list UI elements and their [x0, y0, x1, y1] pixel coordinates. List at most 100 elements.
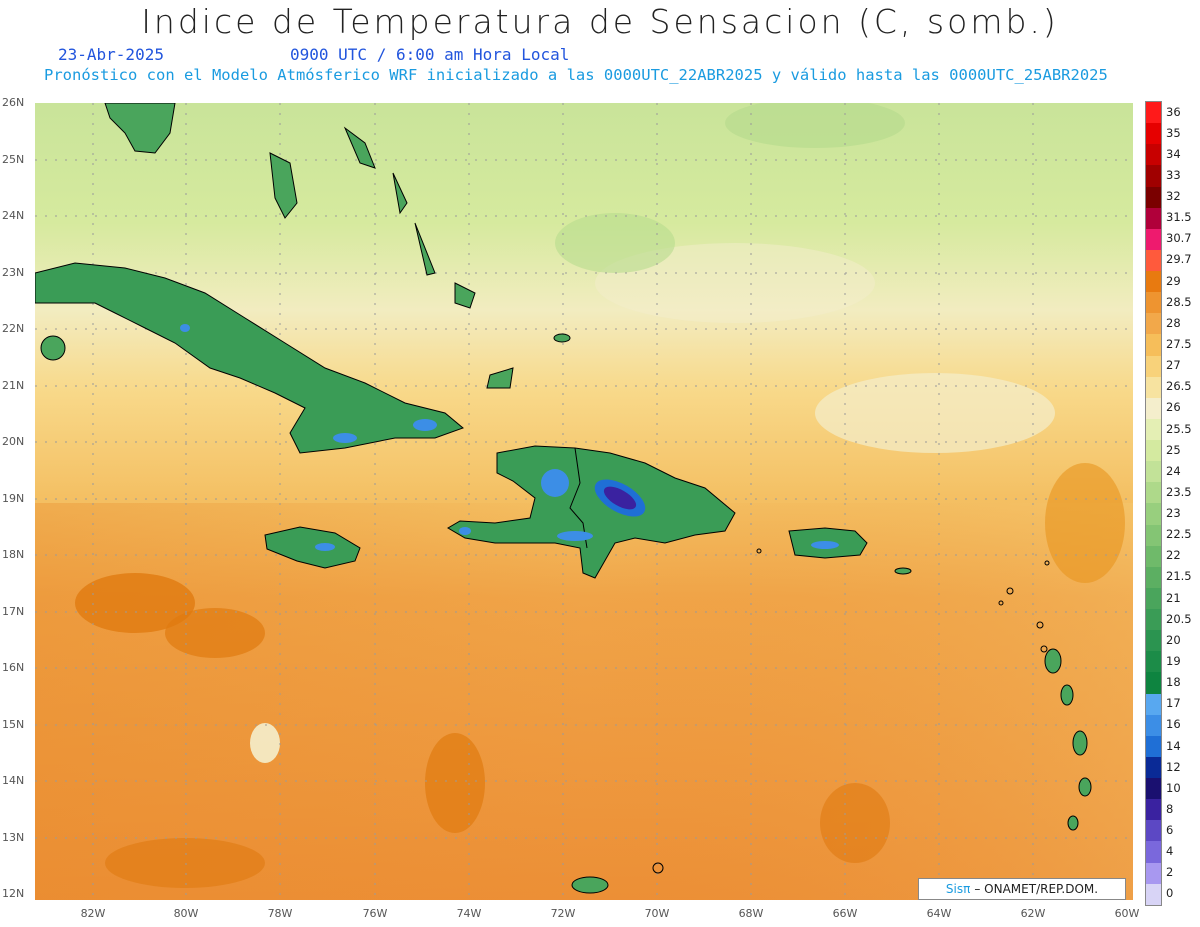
colorbar-segment — [1146, 102, 1161, 124]
colorbar-label: 29 — [1166, 273, 1181, 288]
colorbar-segment — [1146, 292, 1161, 314]
forecast-map[interactable] — [35, 103, 1133, 900]
colorbar-segment — [1146, 503, 1161, 525]
colorbar-segment — [1146, 271, 1161, 293]
lon-label: 68W — [738, 907, 764, 920]
hispaniola-landmass — [447, 445, 736, 579]
colorbar-label: 21 — [1166, 590, 1181, 605]
colorbar-label: 0 — [1166, 886, 1174, 901]
lon-label: 82W — [80, 907, 106, 920]
colorbar-segment — [1146, 799, 1161, 821]
colorbar-segment — [1146, 440, 1161, 462]
colorbar-label: 19 — [1166, 653, 1181, 668]
colorbar-segment — [1146, 672, 1161, 694]
cuba-landmass — [35, 262, 464, 454]
colorbar-segment — [1146, 482, 1161, 504]
colorbar-label: 17 — [1166, 696, 1181, 711]
lon-label: 78W — [267, 907, 293, 920]
colorbar — [1145, 101, 1162, 906]
colorbar-segment — [1146, 355, 1161, 377]
colorbar-segment — [1146, 123, 1161, 145]
colorbar-segment — [1146, 524, 1161, 546]
lat-label: 15N — [2, 718, 25, 731]
lon-label: 80W — [173, 907, 199, 920]
map-title: Indice de Temperatura de Sensacion (C, s… — [141, 2, 1059, 41]
colorbar-label: 6 — [1166, 823, 1174, 838]
lat-label: 17N — [2, 605, 25, 618]
colorbar-label: 20 — [1166, 632, 1181, 647]
colorbar-label: 25 — [1166, 442, 1181, 457]
colorbar-segment — [1146, 630, 1161, 652]
colorbar-label: 25.5 — [1166, 421, 1192, 436]
colorbar-segment — [1146, 461, 1161, 483]
colorbar-segment — [1146, 249, 1161, 271]
colorbar-label: 21.5 — [1166, 569, 1192, 584]
colorbar-segment — [1146, 820, 1161, 842]
lat-label: 25N — [2, 153, 25, 166]
colorbar-label: 28.5 — [1166, 294, 1192, 309]
lat-label: 14N — [2, 774, 25, 787]
colorbar-segment — [1146, 186, 1161, 208]
credit-box: Sisπ – ONAMET/REP.DOM. — [918, 878, 1126, 900]
colorbar-segment — [1146, 735, 1161, 757]
colorbar-label: 23.5 — [1166, 484, 1192, 499]
colorbar-segment — [1146, 693, 1161, 715]
colorbar-label: 27 — [1166, 358, 1181, 373]
colorbar-segment — [1146, 566, 1161, 588]
lat-label: 23N — [2, 266, 25, 279]
colorbar-label: 27.5 — [1166, 337, 1192, 351]
lat-label: 26N — [2, 96, 25, 109]
valid-time: 0900 UTC / 6:00 am Hora Local — [290, 45, 570, 64]
colorbar-label: 30.7 — [1166, 231, 1192, 246]
colorbar-segment — [1146, 397, 1161, 419]
lon-label: 64W — [926, 907, 952, 920]
bahamas-islands — [40, 126, 571, 389]
lon-label: 76W — [362, 907, 388, 920]
lat-label: 21N — [2, 379, 25, 392]
lon-label: 70W — [644, 907, 670, 920]
lat-label: 12N — [2, 887, 25, 900]
colorbar-segment — [1146, 313, 1161, 335]
colorbar-label: 32 — [1166, 189, 1181, 204]
colorbar-segment — [1146, 165, 1161, 187]
model-info: Pronóstico con el Modelo Atmósferico WRF… — [44, 66, 1108, 84]
colorbar-segment — [1146, 228, 1161, 250]
colorbar-label: 31.5 — [1166, 210, 1192, 225]
colorbar-segment — [1146, 841, 1161, 863]
colorbar-label: 34 — [1166, 146, 1181, 161]
lat-label: 13N — [2, 831, 25, 844]
colorbar-segment — [1146, 862, 1161, 884]
colorbar-label: 28 — [1166, 315, 1181, 330]
colorbar-segment — [1146, 714, 1161, 736]
lat-label: 18N — [2, 548, 25, 561]
map-canvas — [35, 103, 1133, 900]
colorbar-segment — [1146, 376, 1161, 398]
colorbar-segment — [1146, 756, 1161, 778]
colorbar-label: 26 — [1166, 400, 1181, 415]
lon-label: 60W — [1114, 907, 1140, 920]
colorbar-segment — [1146, 651, 1161, 673]
colorbar-label: 33 — [1166, 167, 1181, 182]
colorbar-segment — [1146, 609, 1161, 631]
sispi-logo: Sisπ — [945, 882, 971, 896]
forecast-date: 23-Abr-2025 — [58, 45, 164, 64]
colorbar-label: 35 — [1166, 125, 1181, 140]
lat-label: 19N — [2, 492, 25, 505]
colorbar-segment — [1146, 334, 1161, 356]
lon-label: 72W — [550, 907, 576, 920]
lon-label: 62W — [1020, 907, 1046, 920]
lon-label: 66W — [832, 907, 858, 920]
lesser-antilles — [571, 567, 1092, 894]
colorbar-label: 29.7 — [1166, 252, 1192, 267]
colorbar-label: 8 — [1166, 801, 1174, 816]
credit-org: – ONAMET/REP.DOM. — [974, 882, 1099, 896]
colorbar-label: 23 — [1166, 506, 1181, 521]
colorbar-segment — [1146, 418, 1161, 440]
lat-label: 24N — [2, 209, 25, 222]
colorbar-label: 18 — [1166, 675, 1181, 690]
warm-patches — [75, 463, 1125, 888]
colorbar-label: 20.5 — [1166, 611, 1192, 626]
colorbar-label: 22.5 — [1166, 527, 1192, 542]
small-island-outlines — [652, 548, 1050, 874]
colorbar-label: 10 — [1166, 780, 1181, 795]
